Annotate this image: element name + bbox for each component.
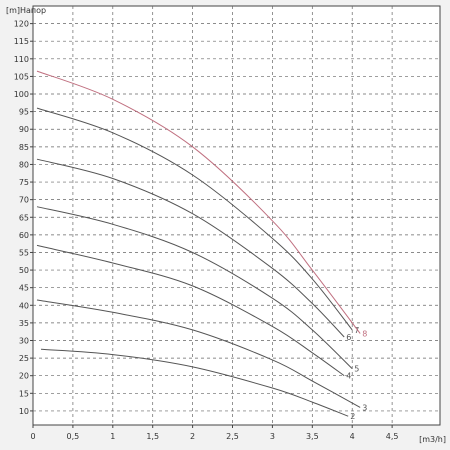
- y-tick-label: 35: [19, 319, 29, 328]
- x-tick-label: 0: [30, 432, 35, 441]
- y-tick-label: 50: [19, 266, 29, 275]
- y-tick-label: 45: [19, 284, 29, 293]
- y-tick-label: 20: [19, 372, 29, 381]
- y-tick-label: 75: [19, 178, 29, 187]
- curve-stage-5: [36, 206, 353, 370]
- y-tick-label: 30: [19, 336, 29, 345]
- curve-stage-3: [36, 299, 361, 408]
- y-tick-label: 65: [19, 213, 29, 222]
- x-tick-label: 1,5: [146, 432, 159, 441]
- curve-label-7: 7: [354, 326, 359, 335]
- plot-frame: [32, 5, 441, 426]
- y-tick-label: 80: [19, 160, 29, 169]
- y-tick-label: 40: [19, 301, 29, 310]
- y-tick-label: 100: [14, 90, 29, 99]
- y-tick-label: 15: [19, 389, 29, 398]
- y-tick-label: 115: [14, 37, 29, 46]
- x-axis-unit-label: [m3/h]: [419, 435, 446, 444]
- y-tick-label: 90: [19, 125, 29, 134]
- curve-label-8: 8: [362, 329, 367, 338]
- plot-area: 1015202530354045505560657075808590951001…: [14, 5, 441, 441]
- y-tick-label: 95: [19, 108, 29, 117]
- curve-stage-7: [36, 107, 353, 331]
- curve-stage-8: [36, 70, 361, 334]
- x-tick-label: 4,5: [386, 432, 399, 441]
- y-tick-label: 120: [14, 20, 29, 29]
- curve-label-4: 4: [346, 372, 351, 381]
- curve-label-2: 2: [350, 412, 355, 421]
- x-tick-label: 1: [110, 432, 115, 441]
- y-axis-unit-label: [m]: [6, 6, 20, 15]
- x-tick-label: 3,5: [306, 432, 319, 441]
- y-tick-label: 70: [19, 196, 29, 205]
- y-tick-label: 85: [19, 143, 29, 152]
- curve-stage-2: [40, 348, 349, 417]
- chart-title: Напор: [20, 6, 46, 15]
- y-tick-label: 10: [19, 407, 29, 416]
- curve-label-5: 5: [354, 365, 359, 374]
- x-tick-label: 4: [350, 432, 355, 441]
- y-tick-label: 55: [19, 248, 29, 257]
- y-tick-label: 105: [14, 72, 29, 81]
- x-tick-label: 0,5: [67, 432, 80, 441]
- curve-label-3: 3: [362, 403, 367, 412]
- x-tick-label: 2: [190, 432, 195, 441]
- curve-label-6: 6: [346, 333, 351, 342]
- y-tick-label: 110: [14, 55, 29, 64]
- y-tick-label: 25: [19, 354, 29, 363]
- x-tick-label: 3: [270, 432, 275, 441]
- x-tick-label: 2,5: [226, 432, 239, 441]
- curve-stage-4: [36, 244, 345, 377]
- curve-stage-6: [36, 158, 345, 338]
- y-tick-label: 60: [19, 231, 29, 240]
